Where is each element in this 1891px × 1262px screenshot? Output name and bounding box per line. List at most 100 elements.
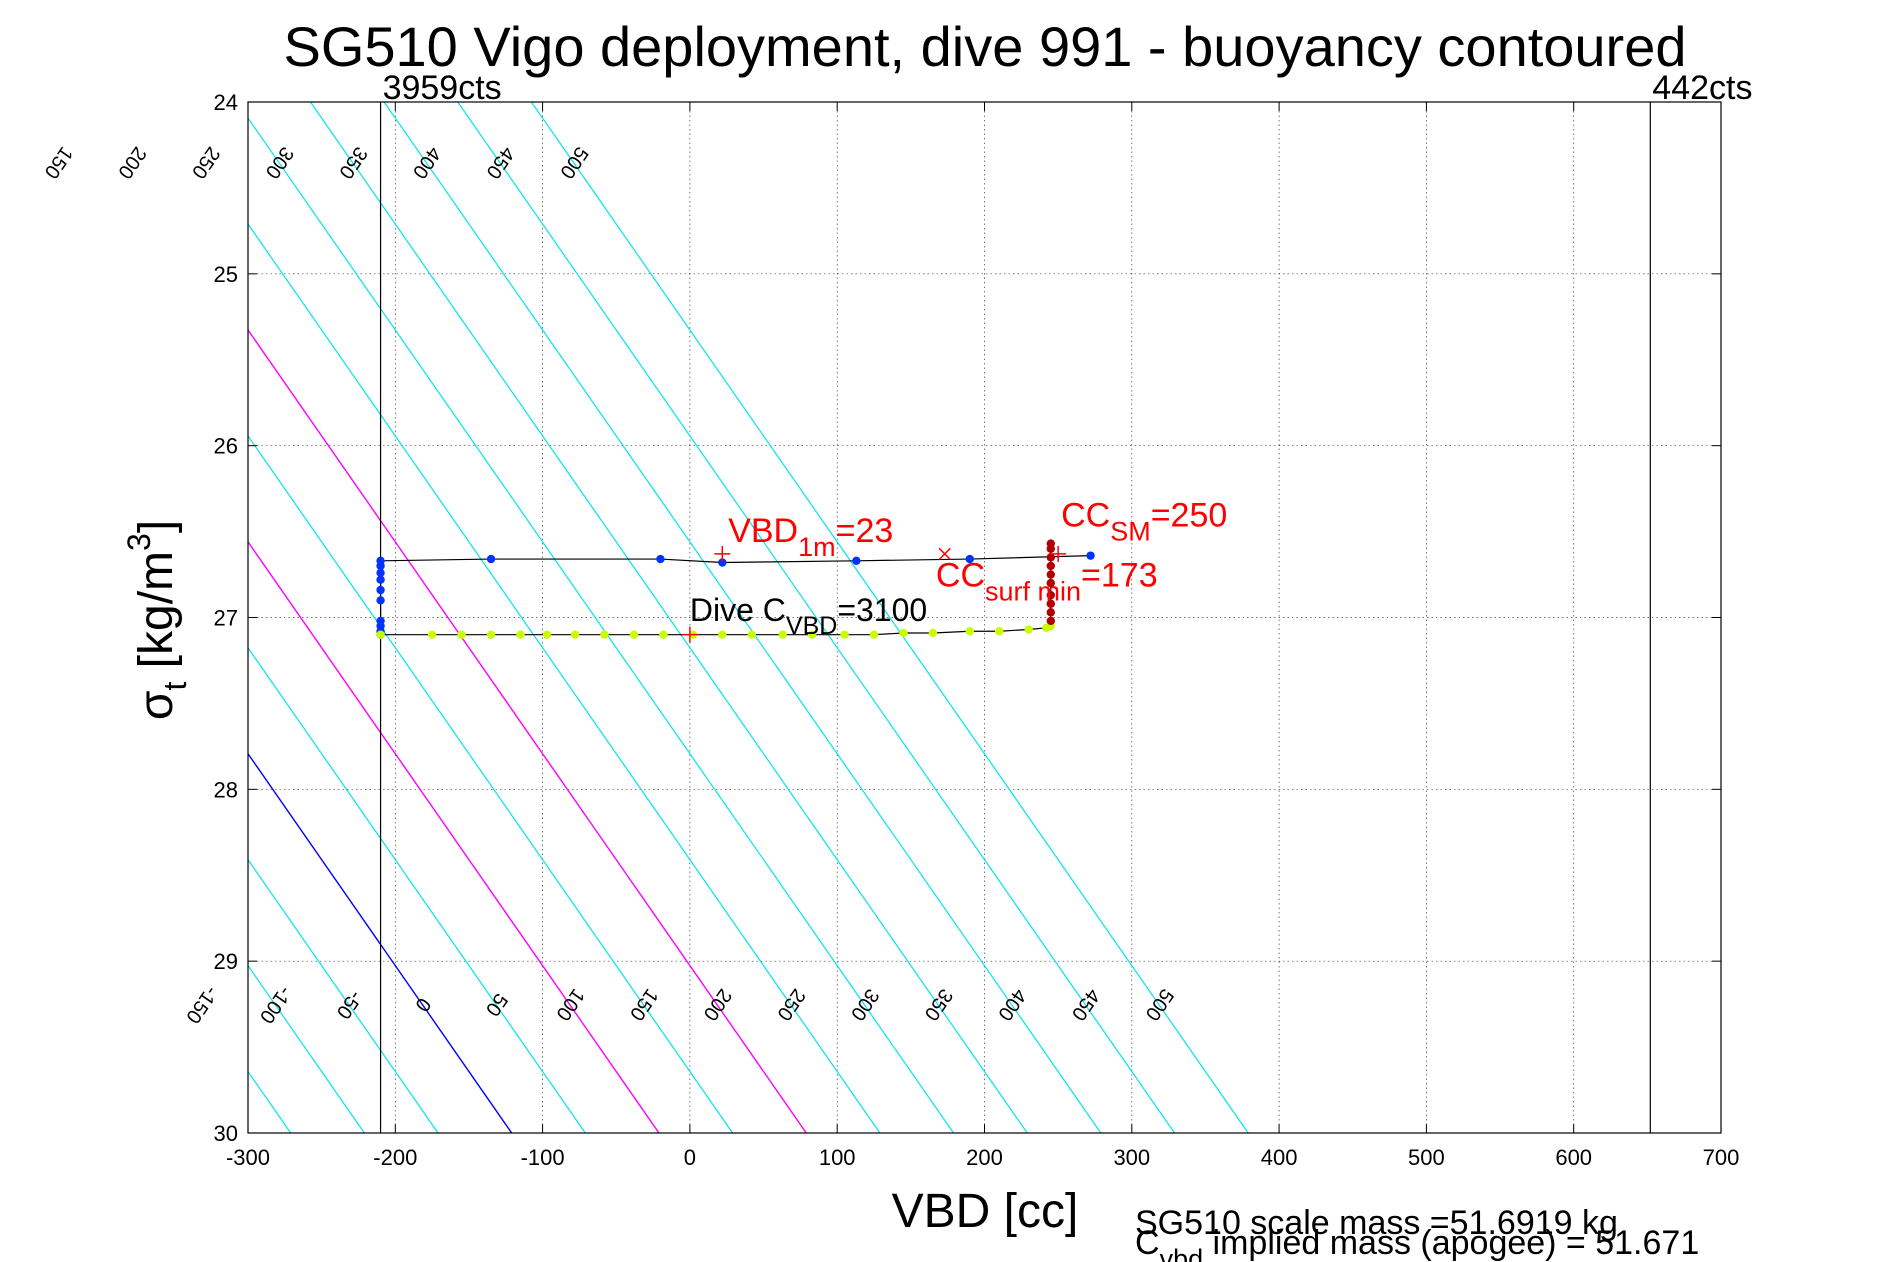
annotation-vbd-1m-part-0: VBD xyxy=(728,512,798,550)
y-label-sup: 3 xyxy=(121,533,157,551)
annotation-vbd-1m-part-2: =23 xyxy=(836,512,894,550)
y-label-sub: t xyxy=(157,682,193,691)
footer-implied-mass-part-1: vbd xyxy=(1160,1244,1204,1262)
x-tick-label: 0 xyxy=(684,1145,696,1170)
data-point xyxy=(376,596,385,605)
axes: -300 -200 -100 0 100 200 300 400 500 600 700 24 25 26… xyxy=(214,90,1740,1170)
data-point xyxy=(869,630,879,639)
contour-line xyxy=(248,117,955,1133)
data-point xyxy=(1046,608,1055,617)
contour-line xyxy=(248,646,586,1133)
contour-line xyxy=(248,328,807,1133)
data-series xyxy=(376,539,1095,639)
x-tick-label: 300 xyxy=(1113,1145,1150,1170)
y-tick-label: 29 xyxy=(214,949,238,974)
y-label-sigma: σ xyxy=(130,691,183,721)
y-tick-label: 26 xyxy=(214,434,238,459)
data-point xyxy=(542,630,552,639)
data-point xyxy=(807,630,817,639)
data-point xyxy=(486,630,496,639)
vbd-limit-label-max: 442cts xyxy=(1652,69,1752,107)
footer-implied-mass: Cvbd implied mass (apogee) = 51.671 xyxy=(1135,1224,1699,1262)
footer-implied-mass-part-0: C xyxy=(1135,1224,1160,1262)
contour-line xyxy=(248,540,660,1133)
vbd-limit-label-min: 3959cts xyxy=(383,69,502,107)
y-label-close: ] xyxy=(130,520,183,533)
series-line-1 xyxy=(380,625,1052,636)
annotation-dive-cvbd-part-2: =3100 xyxy=(837,592,927,628)
annotation-dive-cvbd-part-0: Dive C xyxy=(690,592,786,628)
marker-cross xyxy=(938,547,951,561)
y-tick-label: 24 xyxy=(214,90,238,115)
data-point xyxy=(718,630,727,639)
x-tick-label: -200 xyxy=(373,1145,417,1170)
data-point xyxy=(1086,551,1095,560)
x-tick-label: 100 xyxy=(819,1145,856,1170)
data-point xyxy=(1046,599,1055,608)
data-point xyxy=(376,575,385,584)
contour-line xyxy=(457,102,1176,1133)
data-point xyxy=(516,630,525,639)
footer-implied-mass-part-2: implied mass (apogee) = 51.671 xyxy=(1203,1224,1699,1262)
data-point xyxy=(376,630,385,639)
data-point xyxy=(965,627,974,636)
data-point xyxy=(376,561,385,571)
annotation-vbd-1m-part-1: 1m xyxy=(798,532,836,562)
buoyancy-contours xyxy=(248,102,1249,1133)
annotation-dive-cvbd-part-1: VBD xyxy=(786,612,837,640)
data-point xyxy=(629,630,639,639)
data-point xyxy=(718,558,727,567)
annotation-cc-sm-part-1: SM xyxy=(1110,516,1151,546)
marker-plus xyxy=(714,545,731,562)
data-point xyxy=(1046,590,1055,600)
data-point xyxy=(659,630,668,639)
contour-line xyxy=(248,434,734,1133)
data-point xyxy=(1046,553,1055,562)
y-label-units: [kg/m xyxy=(130,551,183,682)
annotation-dive-cvbd: Dive CVBD=3100 xyxy=(690,592,927,640)
annotation-vbd-1m: VBD1m=23 xyxy=(728,512,893,562)
contour-line xyxy=(530,102,1249,1133)
data-markers xyxy=(681,545,1067,643)
data-point xyxy=(965,554,974,564)
data-point xyxy=(995,627,1004,636)
data-point xyxy=(1046,616,1055,626)
contour-line xyxy=(383,102,1102,1133)
data-point xyxy=(570,630,580,639)
x-tick-label: 600 xyxy=(1555,1145,1592,1170)
data-point xyxy=(457,630,466,639)
x-tick-label: 400 xyxy=(1261,1145,1298,1170)
data-point xyxy=(376,585,385,595)
x-axis-label: VBD [cc] xyxy=(892,1185,1079,1238)
data-point xyxy=(1024,625,1033,634)
data-point xyxy=(1046,544,1055,553)
data-point xyxy=(1046,578,1055,588)
annotation-cc-sm: CCSM=250 xyxy=(1061,496,1227,546)
marker-plus xyxy=(681,626,698,643)
x-tick-label: 200 xyxy=(966,1145,1003,1170)
data-point xyxy=(747,630,756,639)
x-tick-label: 500 xyxy=(1408,1145,1445,1170)
data-point xyxy=(427,630,437,639)
data-point xyxy=(376,568,385,578)
annotation-cc-surf-min-part-2: =173 xyxy=(1081,557,1158,595)
data-point xyxy=(600,630,609,639)
data-point xyxy=(656,554,665,564)
grid xyxy=(248,102,1721,1133)
annotation-cc-surf-min-part-0: CC xyxy=(936,557,985,595)
data-point xyxy=(1046,570,1055,579)
data-point xyxy=(778,630,787,639)
y-tick-label: 30 xyxy=(214,1121,238,1146)
data-point xyxy=(1046,561,1055,571)
x-tick-label: -300 xyxy=(226,1145,270,1170)
annotation-cc-sm-part-2: =250 xyxy=(1151,496,1228,534)
annotation-cc-surf-min: CCsurf min=173 xyxy=(936,557,1158,607)
data-point xyxy=(852,556,861,565)
annotation-cc-sm-part-0: CC xyxy=(1061,496,1110,534)
data-point xyxy=(486,554,496,564)
marker-plus xyxy=(1050,545,1067,562)
